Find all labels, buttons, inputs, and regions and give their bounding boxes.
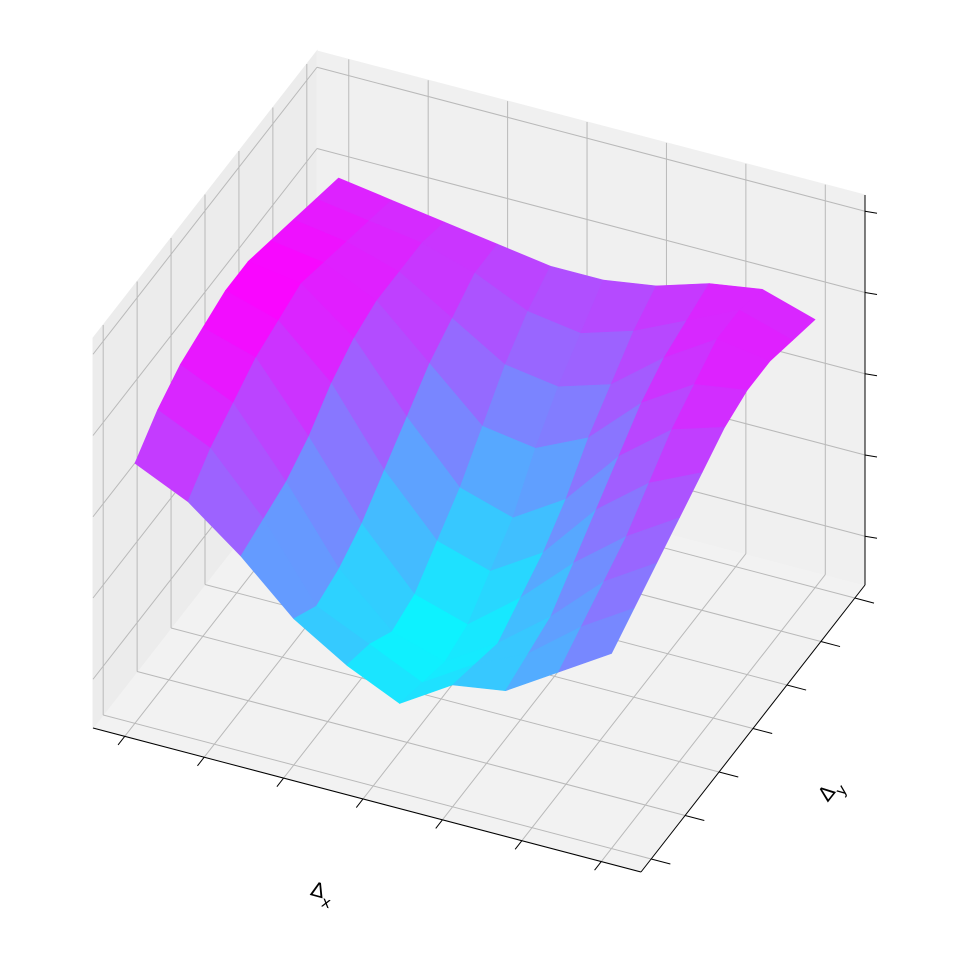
y-tick: [684, 814, 705, 821]
z-tick: [864, 373, 878, 377]
x-tick: [514, 840, 523, 850]
grid-line: [92, 66, 318, 355]
grid-line: [316, 148, 866, 293]
x-axis: [92, 727, 642, 873]
x-tick: [117, 736, 126, 746]
axis-label: Δy: [812, 773, 850, 810]
grid-line: [136, 670, 686, 816]
y-tick: [786, 684, 807, 691]
x-tick: [594, 861, 602, 871]
x-tick: [276, 777, 285, 788]
surface: [134, 177, 816, 704]
y-tick: [752, 728, 773, 735]
grid-line: [170, 627, 720, 773]
z-tick: [864, 210, 878, 214]
surface-face: [558, 607, 635, 673]
x-tick: [355, 798, 364, 808]
y-axis: [640, 584, 866, 873]
y-tick: [718, 771, 739, 778]
y-tick: [820, 641, 841, 648]
grid-line: [316, 66, 866, 212]
y-tick: [854, 597, 875, 604]
x-tick: [197, 756, 205, 767]
y-tick: [651, 858, 671, 865]
x-tick: [435, 819, 443, 829]
z-tick: [864, 292, 878, 295]
axis-label: Δx: [307, 876, 337, 912]
grid-line: [92, 148, 318, 436]
z-tick: [864, 454, 878, 458]
z-tick: [864, 535, 878, 539]
grid-line: [103, 714, 652, 860]
